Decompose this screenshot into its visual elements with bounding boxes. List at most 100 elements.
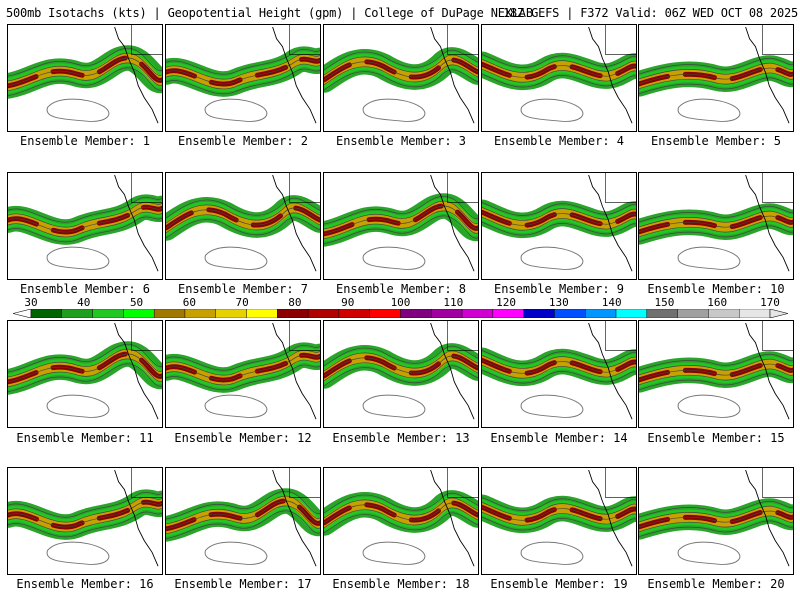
height-contour: [639, 215, 793, 233]
colorbar-swatch: [554, 309, 586, 318]
map-canvas: [8, 321, 162, 420]
height-contour: [324, 215, 478, 245]
map-canvas: [324, 173, 478, 272]
height-contour: [166, 495, 320, 525]
colorbar-swatch: [215, 309, 247, 318]
map-canvas: [324, 25, 478, 124]
panel-caption: Ensemble Member: 19: [490, 577, 628, 591]
height-contour: [166, 217, 320, 239]
height-contour: [639, 510, 793, 528]
height-contour: [639, 72, 793, 90]
panel-caption: Ensemble Member: 15: [647, 431, 785, 445]
colorbar-tick-label: 60: [182, 296, 196, 309]
border-line: [447, 468, 478, 498]
coastline: [588, 469, 633, 567]
border-line: [447, 173, 478, 203]
height-contour: [166, 500, 320, 530]
map-canvas: [639, 173, 793, 272]
height-contour: [8, 216, 162, 243]
header-right: 18Z GEFS | F372 Valid: 06Z WED OCT 08 20…: [503, 6, 799, 20]
height-contour: [639, 225, 793, 243]
map-canvas: [8, 468, 162, 567]
colorbar-tick-label: 150: [654, 296, 675, 309]
height-contour: [8, 343, 162, 373]
colorbar-swatch: [492, 309, 524, 318]
ensemble-panel: [638, 24, 794, 132]
height-contour: [482, 202, 636, 216]
gray-contour: [46, 246, 110, 270]
panel-caption: Ensemble Member: 10: [647, 282, 785, 296]
height-contour: [324, 512, 478, 534]
panel-caption: Ensemble Member: 12: [174, 431, 312, 445]
ensemble-panel: [165, 467, 321, 575]
height-contour: [324, 507, 478, 529]
gray-contour: [677, 246, 741, 270]
border-line: [605, 173, 636, 203]
colorbar-swatch: [646, 309, 678, 318]
panel-caption: Ensemble Member: 6: [19, 282, 151, 296]
coastline: [272, 26, 317, 124]
ensemble-panel: [481, 172, 637, 280]
colorbar-swatch: [369, 309, 401, 318]
colorbar-tick-label: 90: [341, 296, 355, 309]
border-line: [762, 173, 793, 203]
height-contour: [639, 373, 793, 391]
height-contour: [482, 502, 636, 516]
coastline: [430, 174, 475, 272]
gray-contour: [520, 246, 584, 270]
border-line: [131, 468, 162, 498]
height-contour: [639, 206, 793, 223]
gray-contour: [204, 394, 268, 418]
height-contour: [8, 52, 162, 82]
height-contour: [8, 62, 162, 92]
coastline: [745, 469, 790, 567]
height-contour: [482, 207, 636, 221]
ensemble-panel: [323, 467, 479, 575]
map-canvas: [324, 321, 478, 420]
panel-caption: Ensemble Member: 1: [19, 134, 151, 148]
height-contour: [482, 350, 636, 364]
height-contour: [639, 77, 793, 95]
map-canvas: [482, 468, 636, 567]
map-canvas: [639, 25, 793, 124]
map-canvas: [8, 173, 162, 272]
ensemble-panel: [638, 172, 794, 280]
coastline: [430, 469, 475, 567]
height-contour: [482, 59, 636, 73]
panel-caption: Ensemble Member: 14: [490, 431, 628, 445]
colorbar-tick-label: 30: [24, 296, 38, 309]
map-canvas: [166, 321, 320, 420]
border-line: [762, 468, 793, 498]
height-contour: [166, 345, 320, 371]
gray-contour: [520, 394, 584, 418]
height-contour: [324, 64, 478, 86]
colorbar-swatch: [739, 309, 771, 318]
height-contour: [482, 516, 636, 531]
height-contour: [324, 360, 478, 382]
colorbar-swatch: [246, 309, 278, 318]
height-contour: [324, 210, 478, 240]
border-line: [605, 321, 636, 351]
panel-caption: Ensemble Member: 5: [650, 134, 782, 148]
height-contour: [639, 67, 793, 85]
height-contour: [166, 212, 320, 234]
map-canvas: [166, 468, 320, 567]
height-contour: [8, 197, 162, 223]
colorbar-swatch: [615, 309, 648, 318]
panel-caption: Ensemble Member: 17: [174, 577, 312, 591]
map-canvas: [482, 321, 636, 420]
colorbar-swatch: [677, 309, 709, 318]
coastline: [272, 322, 317, 420]
colorbar-swatch: [431, 309, 463, 318]
coastline: [430, 322, 475, 420]
colorbar-swatch: [400, 309, 432, 318]
ensemble-panel: [481, 320, 637, 428]
map-canvas: [639, 468, 793, 567]
panel-caption: Ensemble Member: 11: [16, 431, 154, 445]
colorbar-swatch: [61, 309, 93, 318]
colorbar-swatch: [277, 309, 309, 318]
height-contour: [324, 345, 478, 367]
height-contour: [639, 515, 793, 533]
colorbar: [13, 309, 788, 318]
ensemble-panel: [481, 24, 637, 132]
